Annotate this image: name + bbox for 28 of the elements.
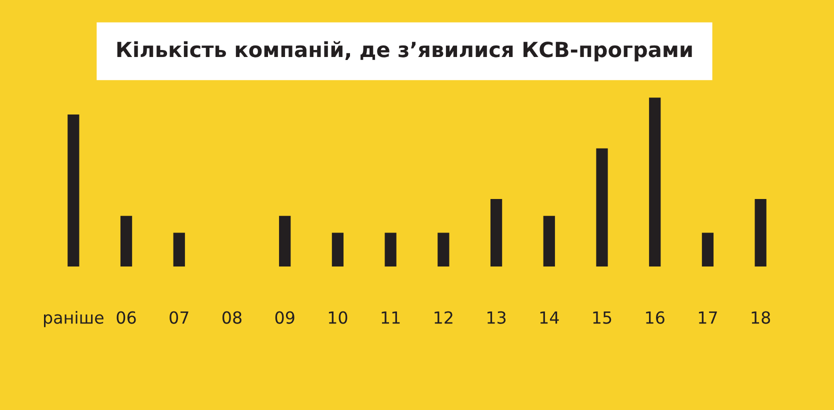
x-tick-label: 17 — [698, 311, 717, 324]
x-tick-label: 10 — [328, 311, 348, 324]
x-tick-label: 08 — [222, 311, 242, 324]
x-tick-label: 18 — [752, 311, 770, 324]
bar — [120, 216, 132, 266]
x-tick-label: раніше — [44, 310, 104, 328]
bar — [754, 198, 766, 266]
bar — [543, 216, 555, 266]
x-tick-label: 14 — [540, 311, 559, 324]
bar — [490, 198, 502, 266]
bar — [384, 232, 396, 266]
bar — [68, 114, 80, 266]
x-tick-label: 12 — [434, 311, 452, 324]
bar — [702, 232, 714, 266]
bar — [173, 232, 185, 266]
x-tick-label: 15 — [593, 311, 612, 324]
chart-title: Кількість компаній, де з’явилися КСВ-програми — [117, 41, 692, 62]
bar — [332, 232, 344, 266]
bar — [438, 232, 450, 266]
bar — [649, 98, 661, 266]
x-tick-label: 09 — [275, 311, 294, 324]
bar — [279, 216, 291, 266]
x-tick-label: 16 — [646, 311, 664, 324]
x-tick-label: 07 — [170, 311, 188, 324]
bar — [596, 148, 608, 266]
x-tick-label: 06 — [116, 311, 136, 324]
x-tick-label: 11 — [382, 311, 400, 324]
x-tick-label: 13 — [488, 311, 506, 324]
